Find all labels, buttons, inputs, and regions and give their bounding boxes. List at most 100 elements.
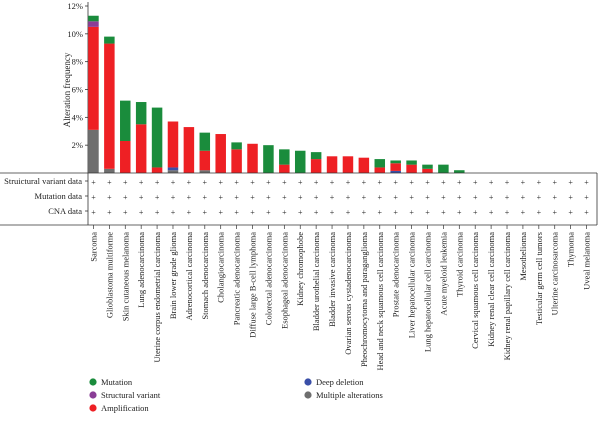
bar-segment-mutation [438,164,449,173]
bar-segment-mutation [294,150,306,173]
bar-segment-mutation [151,107,163,168]
table-cell-mark: + [171,178,176,187]
table-row-label: Struictural variant data [4,176,82,186]
bar-segment-mutation [279,149,290,165]
table-cell-mark: + [187,178,192,187]
category-label: Bladder invasive carcinoma [327,232,337,327]
table-cell-mark: + [568,208,573,217]
table-row-label: CNA data [48,206,82,216]
table-cell-mark: + [250,193,255,202]
y-axis: 2% 4% 6% 8% 10% 12% [67,1,89,173]
table-cell-mark: + [425,208,430,217]
bar-segment-amplification [215,134,226,173]
y-tick-label: 2% [72,140,83,150]
bar-segment-amplification [374,167,386,173]
category-label: Testicular germ cell tumors [534,232,544,325]
bar-segment-mutation [454,170,465,173]
bar-segment-mutation [135,102,147,125]
table-cell-mark: + [537,208,542,217]
table-cell-mark: + [234,193,239,202]
bar-segment-mutation [88,15,99,22]
bar-segment-mutation [231,142,242,150]
table-cell-mark: + [282,178,287,187]
y-tick-label: 10% [67,29,83,39]
table-cell-mark: + [234,208,239,217]
bar-segment-mutation [263,145,274,173]
table-cell-mark: + [362,208,367,217]
bar-segment-amplification [342,156,354,173]
table-cell-mark: + [298,178,303,187]
bar-segment-amplification [151,167,163,173]
table-cell-mark: + [155,208,160,217]
data-availability-table: Struictural variant data + + + + + + + + + + + + + + + +… [0,172,598,226]
table-cell-mark: + [409,193,414,202]
category-label: Adrenocortical carcinoma [184,232,194,321]
bar-segment-amplification [326,156,338,173]
table-cell-mark: + [234,178,239,187]
bar-segment-amplification [120,140,131,173]
table-cell-mark: + [362,193,367,202]
category-label: Glioblastoma multiforme [104,232,114,318]
table-cell-mark: + [139,178,144,187]
y-tick-label: 12% [67,1,83,11]
table-cell-mark: + [457,178,462,187]
table-cell-mark: + [568,193,573,202]
category-label: Kidney chromophobe [295,232,305,306]
table-cell-mark: + [505,208,510,217]
table-cell-mark: + [378,208,383,217]
bar-segment-mutation [422,164,433,169]
bar-segment-amplification [247,143,258,173]
table-cell-mark: + [155,193,160,202]
table-cell-mark: + [298,193,303,202]
category-label: Pancreatic adenocarcinoma [232,232,242,325]
category-label: Liver hepatocellular carcinoma [407,232,417,338]
category-label: Kidney renal papillary cell carcinoma [502,232,512,361]
table-cell-mark: + [203,178,208,187]
table-cell-mark: + [123,208,128,217]
bar-segment-amplification [406,164,417,173]
table-cell-mark: + [457,193,462,202]
category-label: Mesothelioma [518,232,528,281]
bar-segment-amplification [183,127,195,173]
category-label: Esophageal adenocarcinoma [279,232,289,329]
table-cell-mark: + [218,178,223,187]
table-cell-mark: + [266,178,271,187]
table-cell-mark: + [346,208,351,217]
category-label: Cholangiocarcinoma [216,232,226,303]
legend-label: Structural variant [101,390,161,400]
category-label: Sarcoma [88,232,98,262]
table-cell-mark: + [393,208,398,217]
table-cell-mark: + [139,193,144,202]
table-cell-mark: + [362,178,367,187]
table-cell-mark: + [457,208,462,217]
category-label: Lung adenocarcinoma [136,232,146,308]
table-cell-mark: + [378,178,383,187]
table-cell-mark: + [505,178,510,187]
legend-marker [304,391,312,399]
category-label: Thymoma [566,232,576,267]
category-label: Lung hepatocellular cell carcinoma [422,232,432,352]
bar-segment-mutation [374,159,386,168]
bar-segment-multiple-alterations [167,170,179,173]
bar-segment-amplification [422,168,433,173]
table-cell-mark: + [346,178,351,187]
bar-segment-multiple-alterations [199,170,211,173]
table-cell-mark: + [314,193,319,202]
table-cell-mark: + [218,193,223,202]
bar-segment-multiple-alterations [88,129,99,173]
table-cell-mark: + [409,208,414,217]
table-cell-mark: + [282,193,287,202]
category-label: Thyroid carcinoma [454,232,464,297]
y-tick-label: 8% [72,57,83,67]
category-label: Skin cutaneous melanoma [120,232,130,321]
table-cell-mark: + [393,193,398,202]
legend-marker [89,378,97,386]
table-cell-mark: + [568,178,573,187]
table-cell-mark: + [346,193,351,202]
table-cell-mark: + [584,178,589,187]
table-cell-mark: + [473,178,478,187]
bar-segment-amplification [231,149,242,173]
table-cell-mark: + [521,208,526,217]
bar-segment-deep-deletion [167,167,179,171]
bar-segment-mutation [310,152,322,160]
